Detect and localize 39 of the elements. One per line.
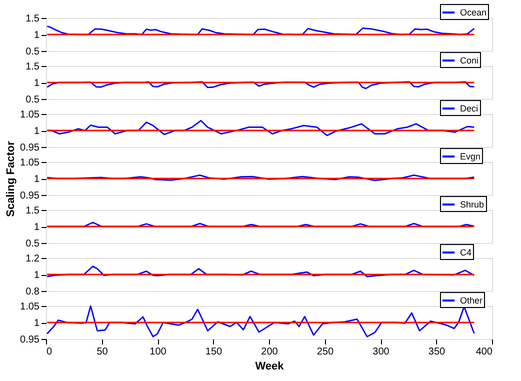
x-tick-label: 200 <box>261 346 278 358</box>
y-tick-label: 1 <box>34 126 40 137</box>
y-tick-label: 0.8 <box>26 286 40 298</box>
x-tick-label: 250 <box>316 346 334 358</box>
x-tick-label: 350 <box>428 346 446 358</box>
y-tick-label: 1.5 <box>26 14 40 24</box>
legend-label: Coni <box>460 56 479 66</box>
y-tick-label: 0.95 <box>20 334 40 346</box>
y-tick-label: 0.5 <box>26 238 40 250</box>
y-tick-label: 1.5 <box>26 206 40 216</box>
y-tick-label: 1 <box>34 30 40 41</box>
y-tick-label: 1.05 <box>20 158 40 168</box>
legend-label: Ocean <box>460 8 487 18</box>
y-tick-label: 1.05 <box>20 110 40 120</box>
legend-label: Shrub <box>460 200 484 210</box>
y-tick-label: 0.5 <box>26 46 40 58</box>
y-tick-label: 1 <box>34 78 40 89</box>
y-tick-label: 0.95 <box>20 142 40 154</box>
y-tick-label: 0.5 <box>26 94 40 106</box>
y-tick-label: 1 <box>34 222 40 233</box>
y-tick-label: 1 <box>34 174 40 185</box>
x-tick-label: 400 <box>476 346 493 358</box>
legend-label: Other <box>460 296 483 306</box>
x-axis-title: Week <box>255 360 285 372</box>
y-tick-label: 1 <box>34 318 40 329</box>
y-tick-label: 1 <box>34 270 40 281</box>
legend-label: Deci <box>460 104 478 114</box>
x-tick-label: 50 <box>96 346 108 358</box>
legend-label: Evgn <box>460 152 481 162</box>
y-axis-title: Scaling Factor <box>5 140 18 217</box>
y-tick-label: 0.95 <box>20 190 40 202</box>
y-tick-label: 1.2 <box>26 254 40 264</box>
x-tick-label: 150 <box>205 346 223 358</box>
x-tick-label: 300 <box>372 346 390 358</box>
y-tick-label: 1.5 <box>26 62 40 72</box>
x-tick-label: 0 <box>46 346 52 358</box>
legend-label: C4 <box>460 248 472 258</box>
x-tick-label: 100 <box>150 346 167 358</box>
y-tick-label: 1.05 <box>20 302 40 312</box>
